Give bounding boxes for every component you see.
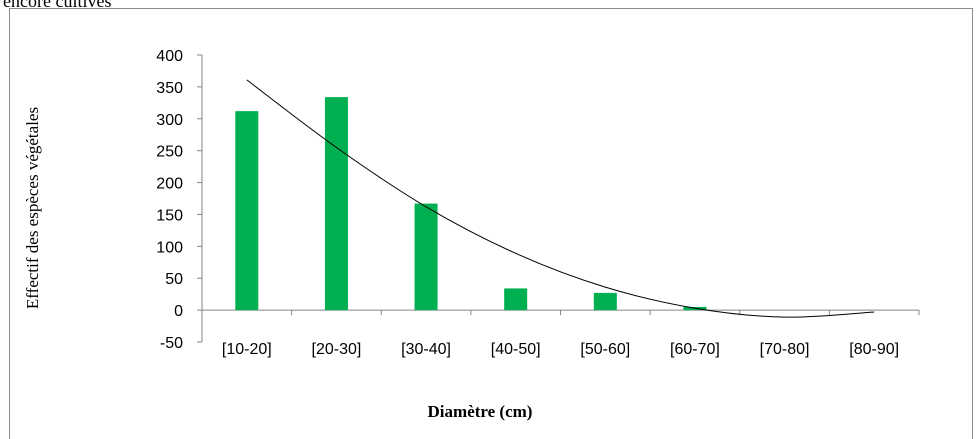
x-tick-label: [10-20] — [222, 341, 272, 358]
bar — [593, 292, 617, 311]
preceding-text-fragment: encore cultivés — [3, 0, 112, 11]
trendline-curve — [246, 79, 875, 318]
x-axis: [10-20] [20-30] [30-40] [40-50] [50-60] [60-7… — [201, 309, 920, 358]
y-tick-label: 50 — [165, 271, 183, 288]
trendline — [246, 79, 875, 318]
x-tick-label: [50-60] — [580, 341, 630, 358]
y-tick-label: 150 — [156, 207, 183, 224]
bar-series — [235, 97, 707, 311]
bar — [504, 288, 528, 311]
y-tick-label: 300 — [156, 112, 183, 129]
y-tick-label: 200 — [156, 176, 183, 193]
y-axis: -50 0 50 100 150 200 250 300 350 400 — [156, 48, 203, 352]
y-tick-label: 100 — [156, 239, 183, 256]
y-axis-title: Effectif des espèces végétales — [23, 107, 42, 309]
x-tick-label: [60-70] — [670, 341, 720, 358]
x-axis-title: Diamètre (cm) — [428, 402, 533, 421]
y-tick-label: 400 — [156, 48, 183, 65]
chart-frame — [9, 8, 973, 439]
bar — [235, 111, 259, 311]
bar — [414, 203, 438, 311]
x-tick-label: [70-80] — [760, 341, 810, 358]
y-tick-label: 250 — [156, 144, 183, 161]
x-tick-label: [40-50] — [491, 341, 541, 358]
x-tick-label: [20-30] — [312, 341, 362, 358]
y-tick-label: 350 — [156, 80, 183, 97]
x-tick-label: [30-40] — [401, 341, 451, 358]
x-tick-label: [80-90] — [849, 341, 899, 358]
bar — [324, 97, 348, 311]
y-tick-label: 0 — [174, 303, 183, 320]
y-tick-label: -50 — [160, 335, 183, 352]
